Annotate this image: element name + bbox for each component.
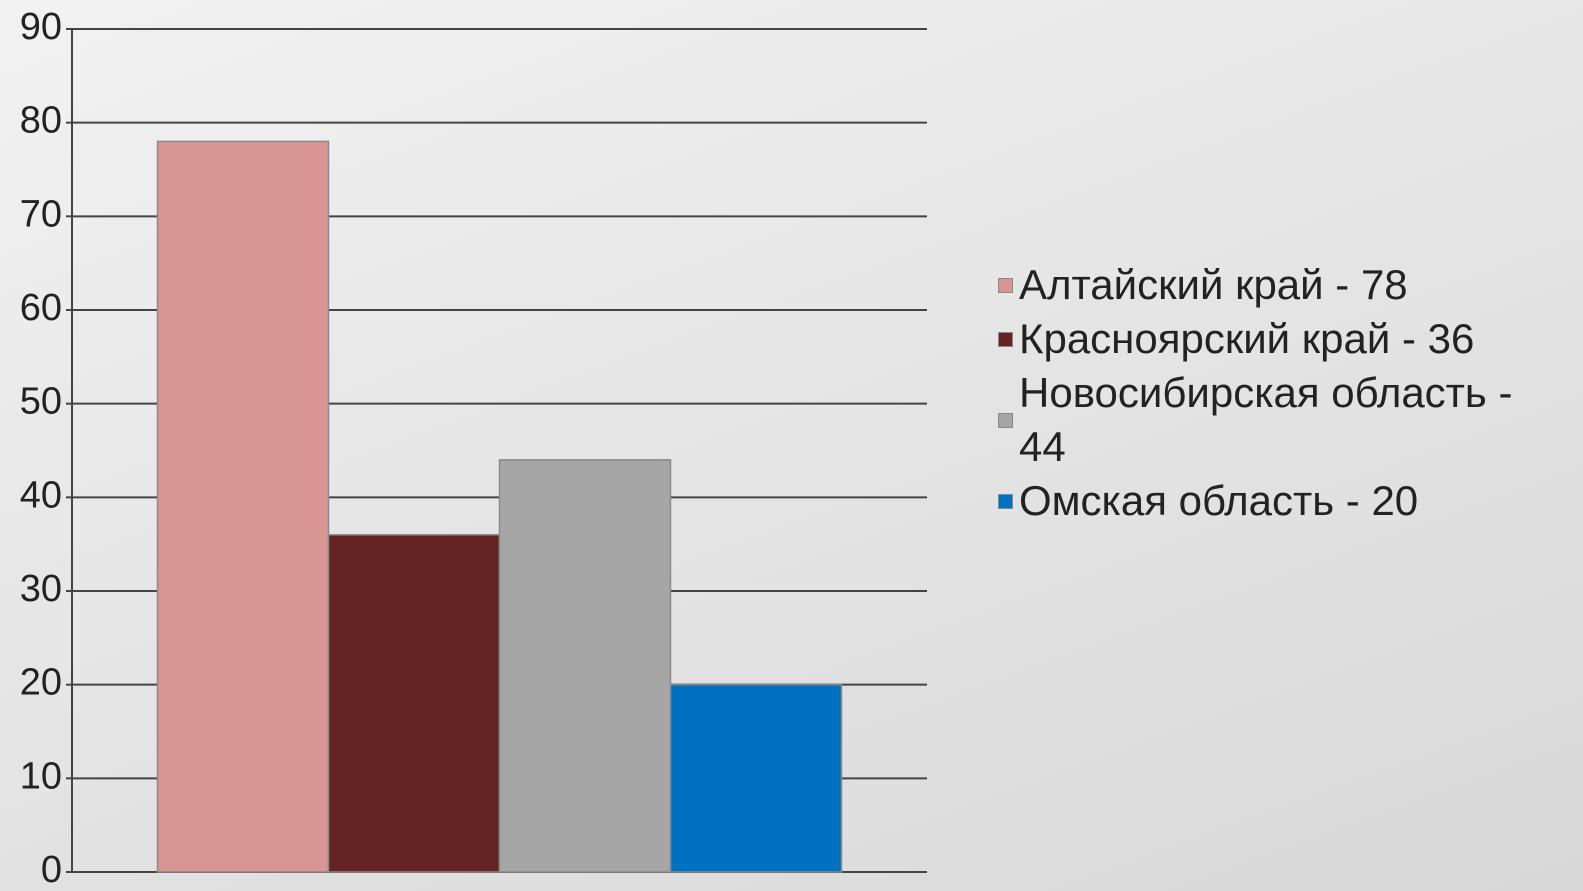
legend-swatch [998,331,1013,347]
legend-label: Новосибирская область - 44 [1019,369,1513,470]
y-tick-label: 30 [20,568,62,610]
bar [156,140,330,873]
bar [669,683,843,873]
legend-entry: Новосибирская область - 44 [998,366,1563,474]
legend-label: Омская область - 20 [1019,477,1419,524]
legend-swatch [998,277,1013,293]
legend-label: Красноярский край - 36 [1019,315,1475,362]
legend: Алтайский край - 78 Красноярский край - 3… [998,258,1563,528]
y-tick-label: 80 [20,100,62,142]
legend-entry: Красноярский край - 36 [998,312,1563,366]
y-tick-label: 90 [20,6,62,48]
y-tick-label: 60 [20,287,62,329]
legend-entry: Алтайский край - 78 [998,258,1563,312]
legend-swatch [998,493,1013,509]
y-tick-label: 20 [20,662,62,704]
y-tick-label: 50 [20,381,62,423]
legend-entry: Омская область - 20 [998,474,1563,528]
y-tick-label: 10 [20,755,62,797]
y-tick-label: 0 [41,849,62,891]
legend-label: Алтайский край - 78 [1019,261,1408,308]
bar [498,459,672,873]
legend-swatch [998,412,1013,428]
y-tick-label: 70 [20,193,62,235]
bar [327,534,501,873]
y-tick-label: 40 [20,474,62,516]
